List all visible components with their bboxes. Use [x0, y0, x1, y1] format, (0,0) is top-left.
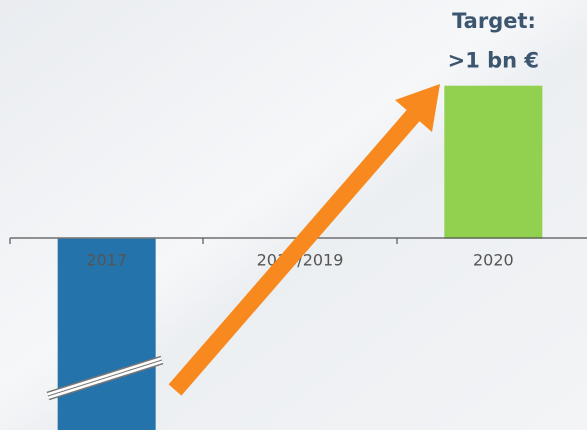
growth-arrow: [168, 84, 440, 396]
value-label: >1 bn €: [448, 49, 539, 73]
bar: [57, 238, 156, 430]
bar: [444, 85, 543, 239]
axis-ticks: [9, 238, 398, 244]
x-tick-label: 2017: [86, 251, 127, 270]
x-tick-label: 2020: [473, 251, 514, 270]
axis-break: [46, 355, 164, 401]
annotation: Target:: [452, 9, 536, 33]
